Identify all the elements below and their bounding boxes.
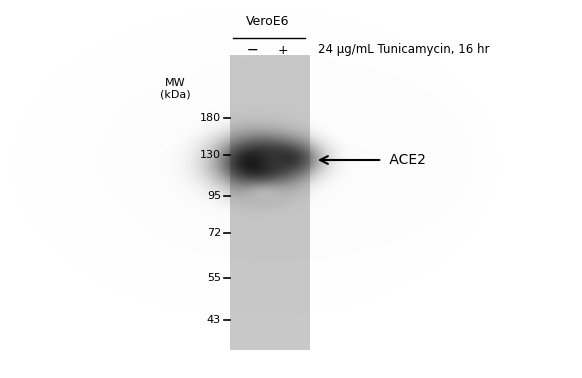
Text: 55: 55 [207,273,221,283]
Text: MW
(kDa): MW (kDa) [159,78,190,99]
Text: +: + [278,43,288,56]
Text: 130: 130 [200,150,221,160]
Text: −: − [246,43,258,57]
Text: ACE2: ACE2 [320,153,426,167]
Text: 180: 180 [200,113,221,123]
Text: 43: 43 [207,315,221,325]
Text: 95: 95 [207,191,221,201]
Text: −: − [246,43,258,57]
Text: 24 μg/mL Tunicamycin, 16 hr: 24 μg/mL Tunicamycin, 16 hr [318,43,489,56]
Text: 72: 72 [207,228,221,238]
Text: VeroE6: VeroE6 [246,15,290,28]
